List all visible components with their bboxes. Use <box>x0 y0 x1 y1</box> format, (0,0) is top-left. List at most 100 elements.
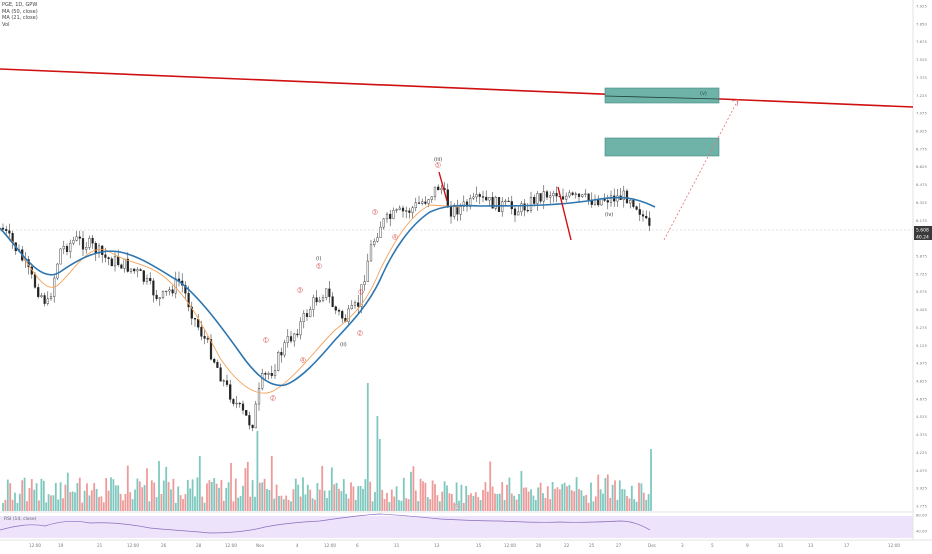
volume-bar <box>316 483 319 511</box>
volume-bar <box>467 494 470 511</box>
wave-circle <box>263 337 269 343</box>
volume-bar <box>544 497 547 511</box>
candle-body <box>241 403 245 411</box>
volume-bar <box>52 495 55 511</box>
candle-body <box>497 197 501 212</box>
candle-body <box>216 362 219 368</box>
volume-bar <box>208 480 211 511</box>
volume-bar <box>117 485 120 511</box>
volume-bar <box>400 500 403 511</box>
price-tick-label: 4.225 <box>916 450 927 455</box>
candle-body <box>478 194 481 197</box>
wave-label-iii: (iii) <box>434 157 442 163</box>
volume-bar <box>498 493 501 511</box>
volume-bar <box>210 481 213 511</box>
candle-body <box>283 342 286 356</box>
candle-body <box>225 380 229 385</box>
price-tick-label: 5.125 <box>916 343 927 348</box>
candle-body <box>357 302 360 307</box>
wave-label-iv: (iv) <box>605 212 613 218</box>
time-tick-label: 13 <box>434 543 440 548</box>
volume-bar <box>393 496 396 511</box>
volume-bar <box>196 477 199 511</box>
time-tick-label: 15 <box>476 543 482 548</box>
price-tick-label: 4.825 <box>916 379 927 384</box>
candles <box>1 182 651 432</box>
volume-bar <box>225 487 228 511</box>
volume-bar <box>582 495 585 511</box>
volume-bar <box>592 501 595 511</box>
price-tick-label: 5.725 <box>916 271 927 276</box>
volume-bar <box>345 493 348 511</box>
candle-body <box>472 196 475 199</box>
time-axis: 12:00 19 21 12:00 26 28 12:00 Nov 4 12:00 6 11 13 15 1… <box>29 543 900 548</box>
volume-bar <box>405 498 408 511</box>
volume-bar <box>287 499 290 511</box>
candle-body <box>321 297 325 301</box>
candle-body <box>129 268 133 272</box>
candle-body <box>533 197 536 204</box>
volume-bar <box>167 482 170 511</box>
volume-bar <box>383 499 386 511</box>
volume-bar <box>270 456 273 511</box>
candle-body <box>152 280 155 296</box>
candle-body <box>312 297 315 310</box>
candle-body <box>491 197 494 209</box>
wave-circle <box>372 209 378 215</box>
candle-body <box>145 278 149 282</box>
volume-bar <box>165 466 168 511</box>
candle-body <box>75 236 78 241</box>
candle-body <box>552 192 555 197</box>
candle-body <box>245 410 248 416</box>
volume-bar <box>203 502 206 511</box>
volume-bar <box>426 497 429 511</box>
candle-body <box>251 424 254 429</box>
target-box-lower <box>604 137 720 157</box>
candle-body <box>379 226 382 238</box>
volume-bar <box>256 431 259 511</box>
candle-body <box>219 367 222 382</box>
candle-body <box>40 295 43 297</box>
time-tick-label: 20 <box>536 543 542 548</box>
volume-bar <box>30 479 33 511</box>
volume-bar <box>23 477 26 511</box>
candle-body <box>459 206 462 215</box>
candle-body <box>65 246 69 252</box>
candle-body <box>264 373 267 375</box>
candle-body <box>8 230 11 234</box>
candle-body <box>120 264 123 269</box>
candle-body <box>523 203 526 211</box>
volume-bar <box>170 489 172 511</box>
price-tick-label: 7.525 <box>916 57 927 62</box>
candle-body <box>222 380 225 382</box>
time-tick-label: 21 <box>97 543 103 548</box>
time-tick-label: 12:00 <box>225 543 237 548</box>
volume-bar <box>462 502 465 511</box>
candle-body <box>270 373 273 376</box>
volume-bar <box>21 480 24 511</box>
wave-circle <box>357 330 363 336</box>
volume-bar <box>134 489 136 511</box>
volume-bar <box>6 479 9 511</box>
volume-bar <box>520 470 523 511</box>
candle-body <box>254 403 257 429</box>
candle-body <box>341 311 344 319</box>
last-price-tag <box>914 226 932 233</box>
candle-body <box>360 284 363 307</box>
wave-label-2b: 2 <box>359 331 362 336</box>
volume-bar <box>450 493 453 511</box>
price-tick-label: 5.575 <box>916 289 927 294</box>
candle-body <box>261 373 264 389</box>
time-tick-label: 11 <box>778 543 784 548</box>
volume-bar <box>556 487 559 511</box>
volume-bar <box>362 488 364 511</box>
candle-body <box>629 200 632 204</box>
volume-bar <box>294 478 297 511</box>
candle-body <box>446 189 449 208</box>
volume-bar <box>477 497 480 511</box>
candle-body <box>536 193 539 204</box>
volume-bar <box>194 496 196 511</box>
